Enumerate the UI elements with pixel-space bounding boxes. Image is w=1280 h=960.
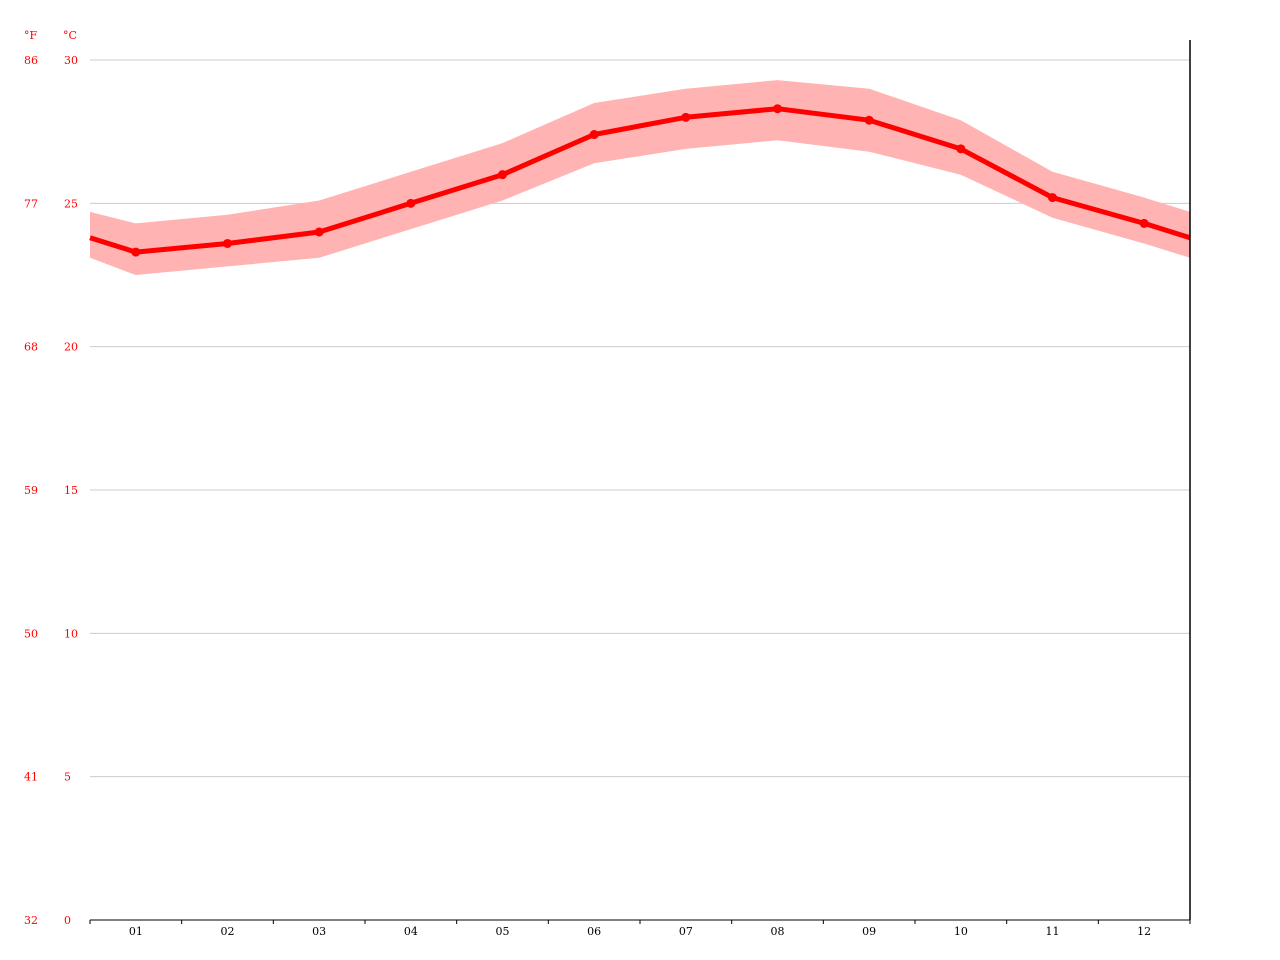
y-tick-label-f: 86 xyxy=(24,54,38,67)
y-tick-label-f: 41 xyxy=(24,771,38,784)
temperature-band xyxy=(90,80,1190,275)
y-tick-label-c: 15 xyxy=(64,484,78,497)
unit-fahrenheit-label: °F xyxy=(24,29,38,42)
y-tick-label-f: 68 xyxy=(24,341,38,354)
x-tick-label: 12 xyxy=(1137,925,1151,938)
data-point xyxy=(131,247,141,257)
data-point xyxy=(1139,218,1149,228)
x-tick-label: 09 xyxy=(862,925,876,938)
y-tick-label-c: 0 xyxy=(64,914,71,927)
y-tick-label-f: 32 xyxy=(24,914,38,927)
data-point xyxy=(1048,193,1057,203)
data-point xyxy=(681,112,691,122)
x-tick-label: 06 xyxy=(587,925,601,938)
y-tick-label-f: 59 xyxy=(24,484,38,497)
x-tick-label: 03 xyxy=(312,925,326,938)
x-tick-label: 05 xyxy=(496,925,510,938)
y-tick-label-c: 20 xyxy=(64,341,78,354)
y-tick-label-c: 25 xyxy=(64,197,78,210)
x-tick-label: 07 xyxy=(679,925,693,938)
y-tick-label-c: 5 xyxy=(64,771,71,784)
temperature-series-line xyxy=(89,106,1191,255)
y-tick-label-f: 77 xyxy=(24,197,38,210)
data-point xyxy=(589,130,599,140)
y-tick-label-c: 10 xyxy=(64,627,78,640)
y-tick-label-f: 50 xyxy=(24,627,38,640)
y-tick-label-c: 30 xyxy=(64,54,78,67)
x-tick-label: 01 xyxy=(129,925,143,938)
temperature-line xyxy=(89,104,1191,257)
x-tick-label: 04 xyxy=(404,925,418,938)
x-tick-label: 02 xyxy=(221,925,235,938)
x-tick-label: 08 xyxy=(771,925,785,938)
temperature-range-band xyxy=(90,80,1190,275)
data-point xyxy=(406,198,416,208)
unit-celsius-label: °C xyxy=(63,29,77,42)
x-tick-label: 11 xyxy=(1046,925,1060,938)
data-point xyxy=(773,104,782,114)
data-point xyxy=(956,144,966,154)
data-point xyxy=(498,170,507,180)
axes: 32 0 41 5 50 10 59 15 68 20 77 25 86 30 01 02 03 04 05 06 07… xyxy=(24,40,1191,938)
data-point xyxy=(314,227,324,237)
x-tick-label: 10 xyxy=(954,925,968,938)
data-point xyxy=(864,115,874,125)
data-point xyxy=(223,238,232,248)
gridlines xyxy=(90,59,1190,778)
